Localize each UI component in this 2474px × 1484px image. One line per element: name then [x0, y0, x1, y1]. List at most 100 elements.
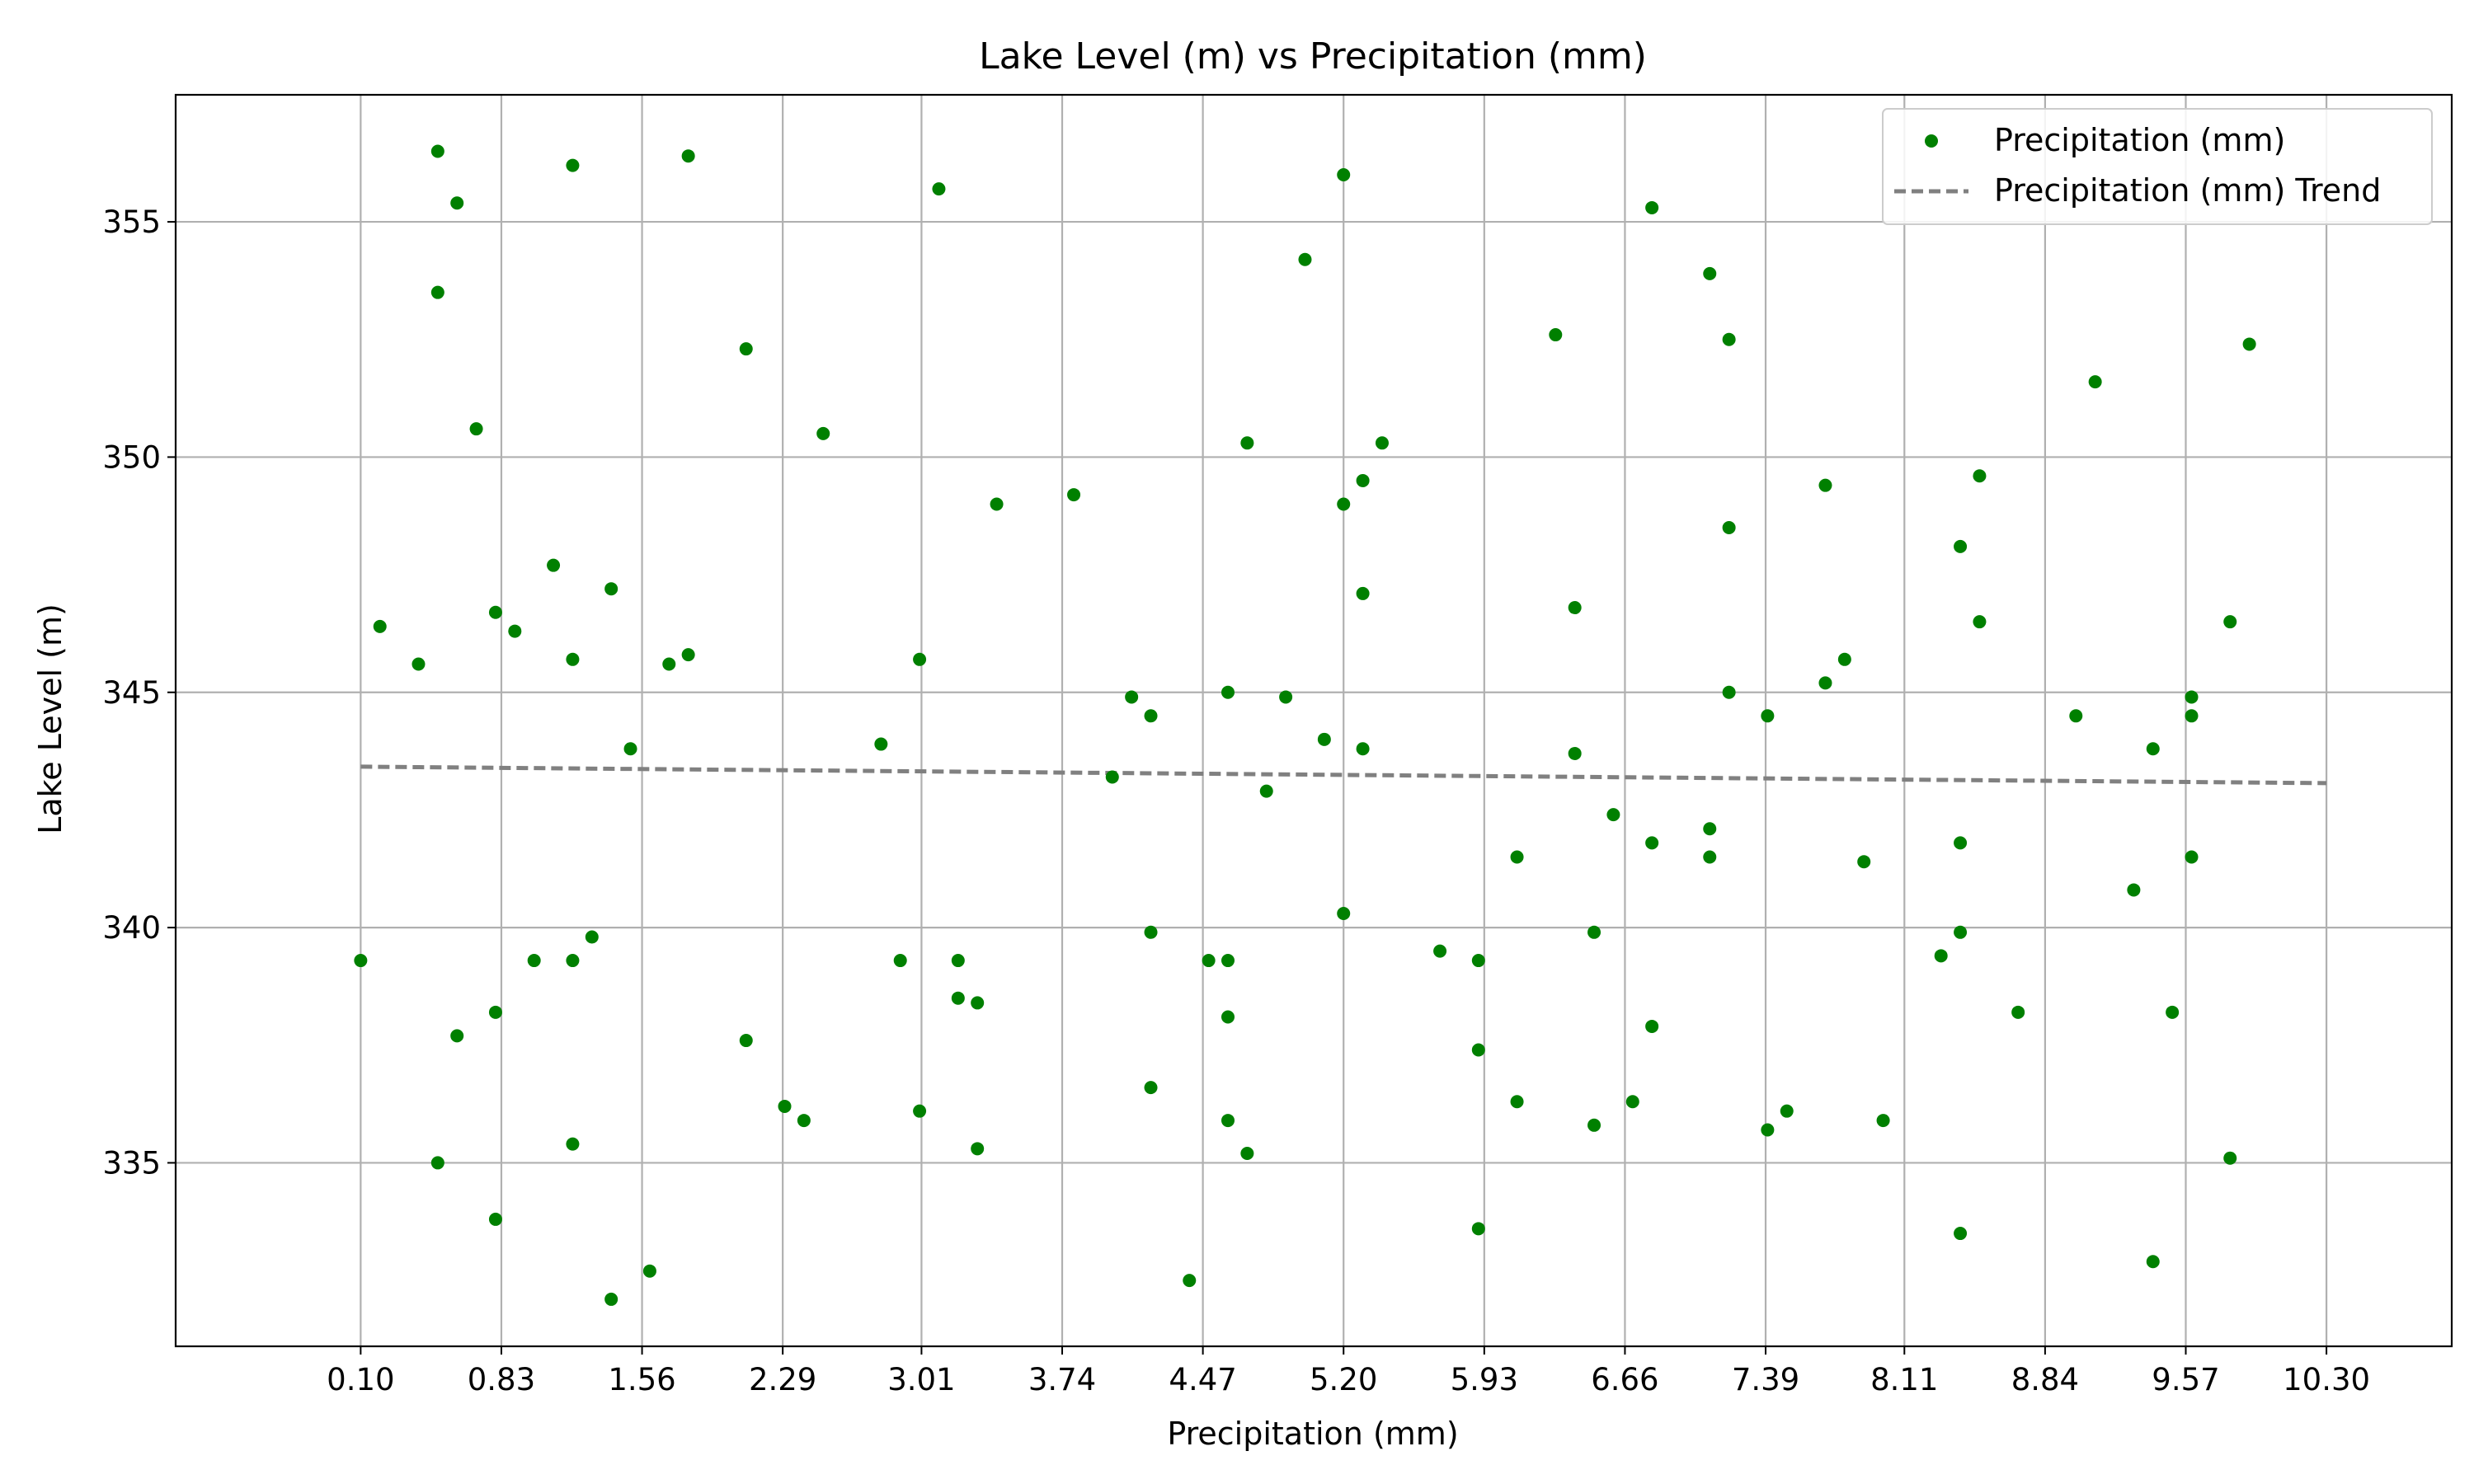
data-point	[1954, 1227, 1968, 1241]
data-point	[585, 930, 599, 944]
x-tick-label: 0.83	[468, 1362, 535, 1397]
data-point	[604, 582, 618, 596]
x-axis-label: Precipitation (mm)	[1167, 1416, 1458, 1452]
data-point	[1202, 954, 1216, 968]
data-point	[1645, 836, 1659, 850]
data-point	[1857, 855, 1871, 869]
data-point	[2146, 1255, 2160, 1269]
data-point	[1125, 690, 1139, 704]
data-point	[1144, 1081, 1158, 1095]
data-point	[1818, 676, 1832, 690]
data-point	[1780, 1104, 1794, 1118]
data-point	[488, 1212, 502, 1226]
data-point	[2069, 709, 2083, 723]
x-tick-label: 5.93	[1451, 1362, 1518, 1397]
plot-frame	[174, 93, 2453, 1348]
data-point	[1549, 328, 1563, 342]
data-point	[971, 996, 985, 1010]
data-point	[1433, 944, 1447, 958]
data-point	[1221, 1010, 1235, 1024]
data-point	[797, 1114, 811, 1128]
data-point	[2146, 742, 2160, 756]
data-point	[412, 657, 426, 671]
data-point	[547, 558, 561, 572]
data-point	[430, 1156, 444, 1170]
data-point	[681, 149, 695, 163]
data-point	[990, 497, 1004, 511]
data-point	[913, 1104, 927, 1118]
data-point	[1568, 601, 1582, 615]
data-point	[566, 954, 580, 968]
data-point	[739, 342, 753, 356]
x-tick-label: 7.39	[1732, 1362, 1799, 1397]
x-tick-label: 3.01	[887, 1362, 955, 1397]
data-point	[1240, 1147, 1254, 1161]
data-point	[1973, 469, 1987, 483]
x-tick-label: 2.29	[749, 1362, 816, 1397]
data-point	[1221, 1114, 1235, 1128]
x-tick-label: 1.56	[608, 1362, 675, 1397]
x-tick-label: 8.11	[1870, 1362, 1938, 1397]
data-point	[1722, 685, 1736, 699]
data-point	[1240, 436, 1254, 450]
data-point	[1722, 521, 1736, 535]
data-point	[450, 196, 464, 210]
data-point	[932, 182, 946, 196]
y-tick-label: 355	[102, 204, 161, 240]
data-point	[604, 1292, 618, 1306]
data-point	[430, 144, 444, 158]
data-point	[951, 954, 965, 968]
data-point	[1703, 822, 1717, 836]
data-point	[971, 1142, 985, 1156]
data-point	[816, 426, 830, 440]
legend-label-trend: Precipitation (mm) Trend	[1994, 172, 2381, 209]
data-point	[623, 742, 637, 756]
data-point	[1587, 925, 1602, 939]
x-tick-label: 9.57	[2152, 1362, 2219, 1397]
data-point	[1259, 784, 1273, 798]
data-point	[354, 954, 368, 968]
data-point	[662, 657, 676, 671]
data-point	[1761, 709, 1775, 723]
data-point	[2223, 1151, 2237, 1165]
data-point	[1298, 252, 1312, 266]
data-point	[1471, 954, 1485, 968]
data-point	[1337, 168, 1351, 182]
data-point	[488, 1005, 502, 1019]
data-point	[874, 737, 888, 751]
points-layer	[354, 144, 2256, 1306]
x-tick-label: 5.20	[1310, 1362, 1377, 1397]
y-tick-label: 335	[102, 1145, 161, 1181]
data-point	[1876, 1114, 1890, 1128]
data-point	[1356, 473, 1370, 487]
data-point	[739, 1034, 753, 1048]
trend-line	[360, 764, 2327, 786]
data-point	[1973, 615, 1987, 629]
y-tick-label: 345	[102, 675, 161, 711]
y-axis-label: Lake Level (m)	[32, 603, 68, 834]
data-point	[1279, 690, 1293, 704]
data-point	[1606, 808, 1620, 822]
data-point	[1144, 925, 1158, 939]
data-point	[373, 619, 387, 633]
data-point	[566, 652, 580, 666]
data-point	[488, 605, 502, 619]
x-tick-label: 8.84	[2011, 1362, 2079, 1397]
data-point	[1356, 742, 1370, 756]
data-point	[1337, 497, 1351, 511]
data-point	[1105, 770, 1119, 784]
data-point	[1510, 850, 1524, 864]
data-point	[1954, 539, 1968, 553]
data-point	[1587, 1118, 1602, 1132]
legend: Precipitation (mm) Precipitation (mm) Tr…	[1882, 108, 2433, 225]
data-point	[778, 1099, 792, 1113]
x-axis: 0.10 0.83 1.56 2.29 3.01 3.74 4.47 5.20 5.93 6.66…	[327, 1346, 2370, 1397]
data-point	[1375, 436, 1389, 450]
data-point	[1703, 850, 1717, 864]
data-point	[951, 991, 965, 1005]
data-point	[1645, 200, 1659, 214]
data-point	[566, 1137, 580, 1151]
x-tick-label: 6.66	[1591, 1362, 1658, 1397]
